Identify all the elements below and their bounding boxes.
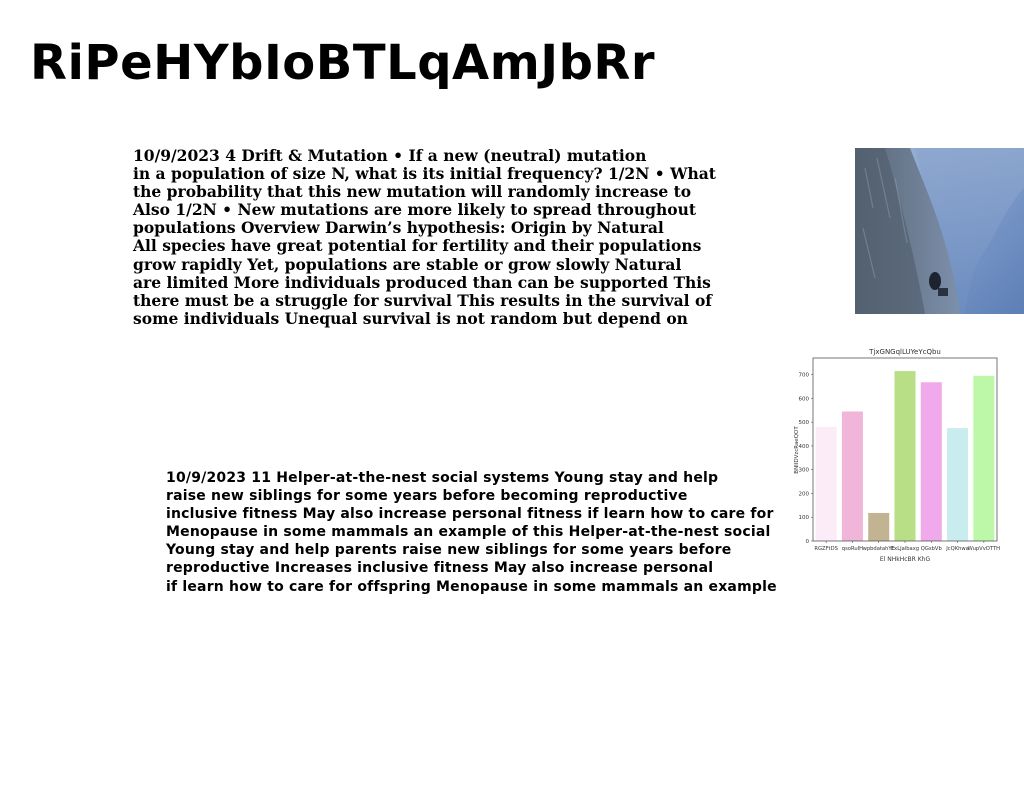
chart-y-tick-label: 0 <box>806 539 810 545</box>
chart-y-tick-label: 600 <box>799 396 810 402</box>
chart-y-tick-label: 500 <box>799 420 810 426</box>
chart-bar <box>841 411 863 541</box>
text-line: All species have great potential for fer… <box>133 236 702 256</box>
chart-x-tick-label: JcQKhwa <box>945 546 969 552</box>
text-line: Young stay and help parents raise new si… <box>166 542 732 559</box>
chart-x-tick-label: wpbdatahYE <box>863 546 895 552</box>
chart-bar <box>947 428 969 541</box>
text-line: the probability that this new mutation w… <box>133 182 692 202</box>
bar-chart: TjxGNGqlLUYeYcQbu 0 100 200 300 400 500 600 700… <box>794 348 1000 563</box>
chart-x-tick-label: qsoRuIH <box>842 546 863 552</box>
text-line: 10/9/2023 11 Helper-at-the-nest social s… <box>166 470 719 486</box>
text-block-drift-mutation: 10/9/2023 4 Drift & Mutation • If a new … <box>133 146 716 328</box>
chart-x-tick-label: ExLJalbaxg <box>891 546 919 552</box>
chart-x-tick-label: RGZFtDS <box>814 546 837 552</box>
text-line: populations Overview Darwin’s hypothesis… <box>133 218 664 238</box>
chart-bar <box>973 375 995 541</box>
page-title: RiPeHYbIoBTLqAmJbRr <box>30 35 656 91</box>
text-block-helper-at-the-nest: 10/9/2023 11 Helper-at-the-nest social s… <box>166 469 777 596</box>
text-line: some individuals Unequal survival is not… <box>133 308 688 328</box>
chart-y-tick-label: 100 <box>799 515 810 521</box>
chart-title: TjxGNGqlLUYeYcQbu <box>868 348 941 356</box>
text-line: grow rapidly Yet, populations are stable… <box>133 254 682 274</box>
chart-y-tick-label: 700 <box>799 373 810 379</box>
text-line: Menopause in some mammals an example of … <box>166 524 771 541</box>
chart-bar <box>894 371 916 541</box>
text-line: 10/9/2023 4 Drift & Mutation • If a new … <box>133 146 647 165</box>
chart-y-tick-label: 400 <box>799 444 810 450</box>
chart-plot-frame <box>812 357 998 542</box>
chart-x-tick-label: WupVvOTTH <box>968 546 1000 552</box>
text-line: in a population of size N, what is its i… <box>133 164 716 184</box>
text-line: there must be a struggle for survival Th… <box>133 290 712 310</box>
text-line: are limited More individuals produced th… <box>133 272 711 292</box>
chart-y-tick-label: 300 <box>799 468 810 474</box>
chart-y-axis-label: BNIIDVzcRaeQOT <box>794 426 800 474</box>
chart-y-tick-label: 200 <box>799 491 810 497</box>
chart-bar <box>920 382 942 541</box>
text-line: reproductive Increases inclusive fitness… <box>166 560 714 577</box>
text-line: if learn how to care for offspring Menop… <box>166 578 777 595</box>
text-line: Also 1/2N • New mutations are more likel… <box>133 200 697 220</box>
chart-x-axis-label: El NHkHcBR KhG <box>880 556 931 563</box>
chart-bar <box>815 426 837 541</box>
text-line: raise new siblings for some years before… <box>166 488 688 505</box>
chart-x-tick-label: QGsbVb <box>921 546 943 552</box>
mountain-cliff-photo <box>855 148 1024 314</box>
text-line: inclusive fitness May also increase pers… <box>166 506 774 523</box>
chart-bar <box>868 512 890 541</box>
